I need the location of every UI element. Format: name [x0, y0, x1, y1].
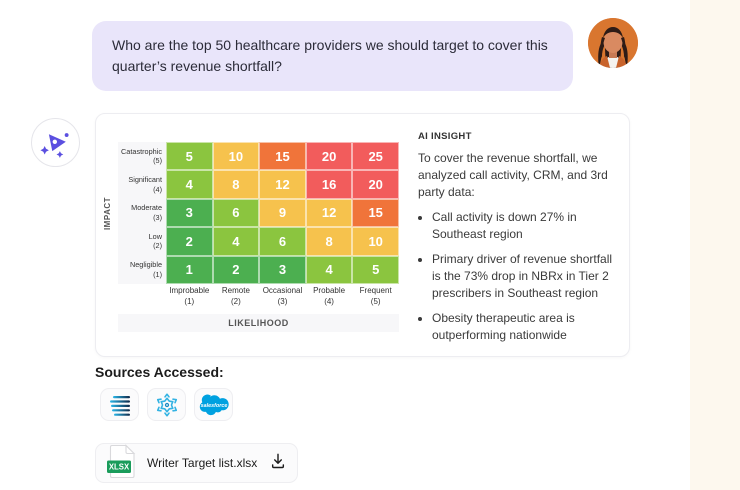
svg-text:XLSX: XLSX: [109, 462, 130, 471]
svg-text:salesforce: salesforce: [200, 403, 227, 409]
